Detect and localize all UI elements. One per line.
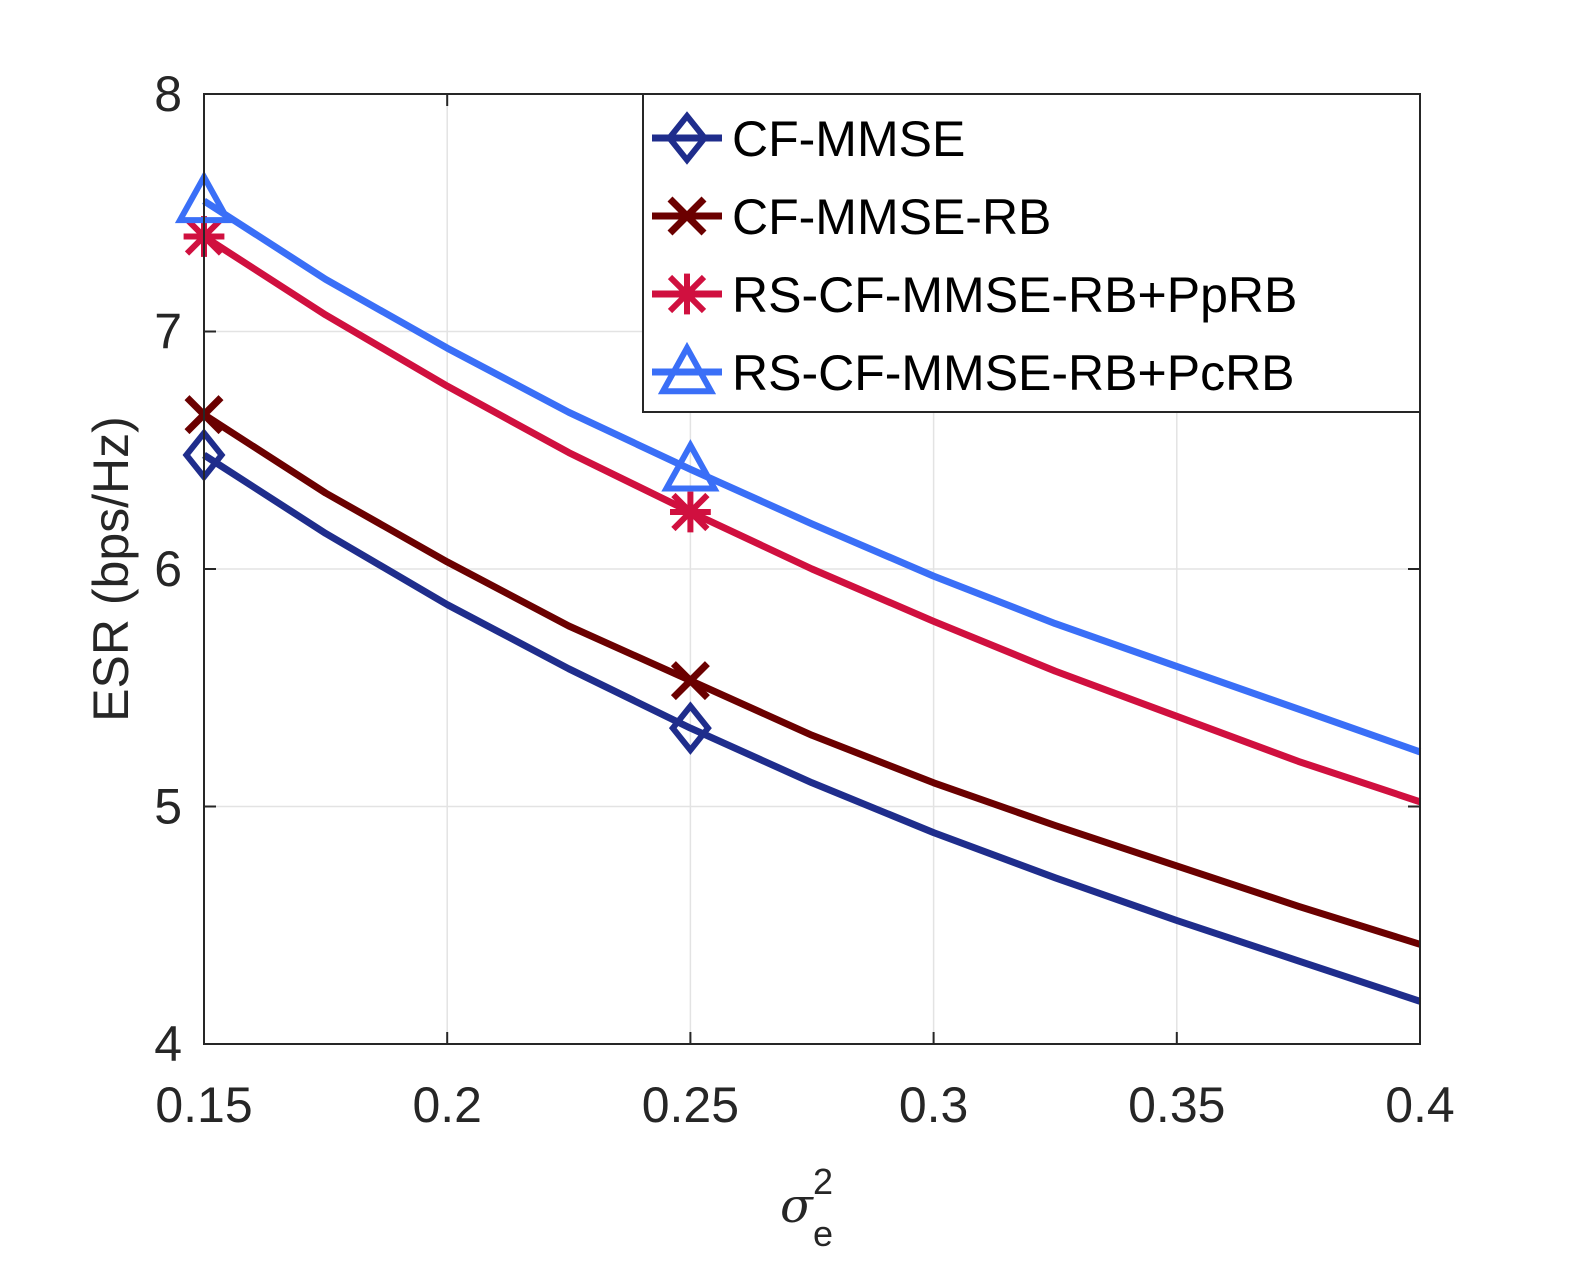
legend-label: RS-CF-MMSE-RB+PpRB (732, 267, 1297, 323)
y-tick-label: 4 (154, 1016, 182, 1072)
legend-entry-rs-cf-mmse-rb-pcrb: RS-CF-MMSE-RB+PcRB (652, 341, 1295, 401)
x-tick-label: 0.15 (155, 1077, 252, 1133)
x-axis-label-symbol: σ (780, 1178, 814, 1234)
legend-entry-rs-cf-mmse-rb-pprb: RS-CF-MMSE-RB+PpRB (652, 267, 1297, 323)
legend-entry-cf-mmse-rb: CF-MMSE-RB (652, 189, 1051, 245)
x-tick-label: 0.2 (412, 1077, 482, 1133)
legend-label: CF-MMSE-RB (732, 189, 1051, 245)
marker-rs-cf-mmse-rb-pcrb (661, 439, 720, 492)
marker-cf-mmse (668, 701, 712, 755)
y-tick-label: 5 (154, 779, 182, 835)
y-tick-label: 6 (154, 541, 182, 597)
legend-marker (665, 111, 709, 165)
x-tick-label: 0.3 (899, 1077, 969, 1133)
x-axis-label-superscript: 2 (813, 1161, 833, 1202)
tick-labels: 0.15 0.2 0.25 0.3 0.35 0.4 4 5 6 7 8 (154, 66, 1455, 1133)
series-line-rs-cf-mmse-rb-pcrb (202, 197, 1422, 756)
series-line-cf-mmse (202, 452, 1422, 1005)
series-line-cf-mmse-rb (202, 411, 1422, 948)
legend-label: CF-MMSE (732, 111, 965, 167)
y-tick-label: 8 (154, 66, 182, 122)
marker-cf-mmse-rb (670, 661, 710, 701)
legend-box (642, 93, 1421, 413)
legend-marker (666, 273, 708, 315)
x-tick-label: 0.4 (1385, 1077, 1455, 1133)
legend-marker (667, 196, 707, 236)
x-axis-label-subscript: e (813, 1213, 833, 1254)
series-line-rs-cf-mmse-rb-pprb (202, 233, 1422, 806)
y-axis-label: ESR (bps/Hz) (83, 416, 139, 722)
legend-entry-cf-mmse: CF-MMSE (652, 111, 965, 167)
legend: CF-MMSE CF-MMSE-RB RS-CF-MMSE-RB+PpRB RS-CF… (642, 93, 1421, 413)
x-tick-label: 0.35 (1128, 1077, 1225, 1133)
legend-label: RS-CF-MMSE-RB+PcRB (732, 345, 1295, 401)
x-tick-label: 0.25 (642, 1077, 739, 1133)
marker-rs-cf-mmse-rb-pprb (670, 491, 711, 533)
x-axis-label: σ 2 e (780, 1161, 833, 1254)
y-tick-label: 7 (154, 304, 182, 360)
legend-marker (657, 341, 717, 395)
